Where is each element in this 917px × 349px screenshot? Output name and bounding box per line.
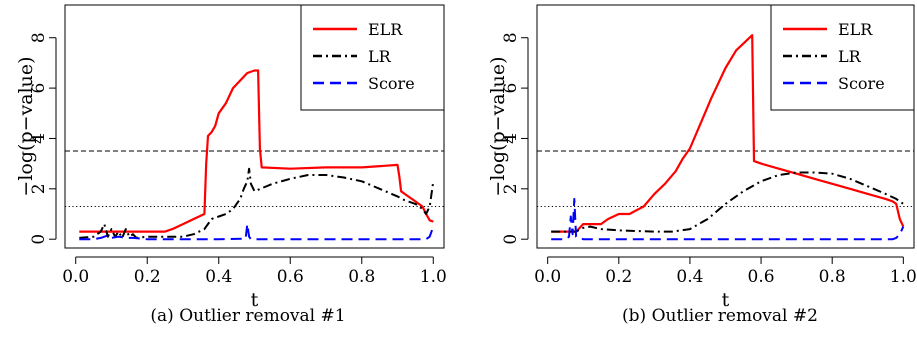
x-tick-label: 0.4 (205, 267, 232, 287)
x-tick-label: 0.8 (348, 267, 375, 287)
x-tick-label: 0.0 (62, 267, 89, 287)
y-tick-label: 4 (29, 133, 49, 144)
y-tick-label: 4 (501, 133, 521, 144)
plot-frame (64, 4, 445, 249)
series-line-score (551, 197, 905, 241)
x-tick-label: 0.4 (676, 267, 703, 287)
caption-b: (b) Outlier removal #2 (622, 306, 818, 326)
caption-a: (a) Outlier removal #1 (150, 306, 346, 326)
panel-1: 0.0 0.2 0.4 0.6 0.8 1.0 t 0 2 4 6 8 −log(p−value) ELR… (487, 4, 917, 311)
legend-label-elr: ELR (368, 20, 403, 39)
legend-label-elr: ELR (838, 20, 873, 39)
series-line-elr (79, 69, 434, 233)
legend-label-score: Score (838, 74, 885, 93)
x-axis-title: t (251, 289, 259, 311)
panel-0: 0.0 0.2 0.4 0.6 0.8 1.0 t 0 2 4 6 8 −log(p−value) ELR… (15, 4, 447, 311)
y-tick-label: 6 (29, 83, 49, 94)
legend-label-lr: LR (368, 47, 392, 66)
y-tick-label: 2 (501, 183, 521, 194)
y-tick-label: 2 (29, 183, 49, 194)
legend-box (300, 4, 445, 111)
x-axis-title: t (722, 289, 730, 311)
x-tick-label: 0.6 (277, 267, 304, 287)
x-tick-label: 1.0 (420, 267, 447, 287)
series-line-elr (551, 34, 905, 233)
series-line-lr (551, 171, 904, 233)
x-tick-label: 0.0 (534, 267, 561, 287)
y-tick-label: 8 (501, 32, 521, 43)
legend: ELR LR Score (770, 4, 915, 111)
legend-box (770, 4, 915, 111)
series-line-score (79, 223, 435, 241)
legend: ELR LR Score (300, 4, 445, 111)
x-tick-label: 0.2 (134, 267, 161, 287)
y-axis-title: −log(p−value) (15, 56, 37, 196)
series-line-lr (79, 167, 435, 239)
legend-label-lr: LR (838, 47, 862, 66)
plot-frame (536, 4, 915, 249)
x-tick-label: 0.6 (748, 267, 775, 287)
legend-label-score: Score (368, 74, 415, 93)
y-tick-label: 6 (501, 83, 521, 94)
x-tick-label: 0.2 (605, 267, 632, 287)
y-tick-label: 8 (29, 32, 49, 43)
y-axis-title: −log(p−value) (487, 56, 509, 196)
y-tick-label: 0 (501, 234, 521, 245)
y-tick-label: 0 (29, 234, 49, 245)
x-tick-label: 0.8 (819, 267, 846, 287)
x-tick-label: 1.0 (890, 267, 917, 287)
